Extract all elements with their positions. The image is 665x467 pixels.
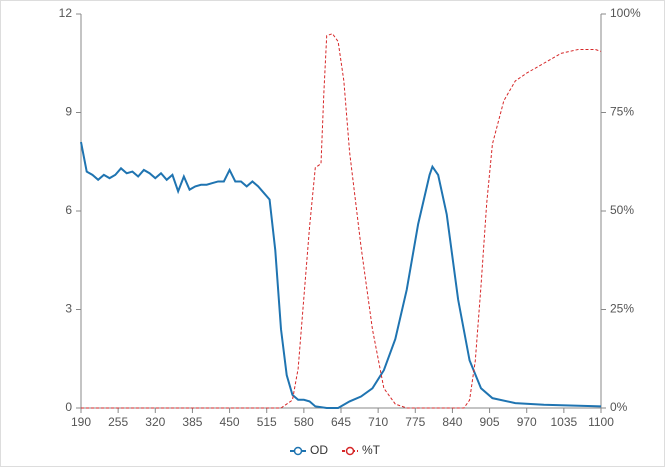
y-tick-label: 9 <box>65 105 72 119</box>
series-line <box>81 33 602 409</box>
y-tick-label: 12 <box>59 6 73 20</box>
x-tick-label: 645 <box>331 415 351 429</box>
y-tick-label: 0 <box>65 400 72 414</box>
series-line <box>80 141 602 409</box>
legend-label: %T <box>362 443 381 457</box>
legend-marker <box>293 446 303 456</box>
y2-tick-label: 100% <box>610 6 641 20</box>
x-tick-label: 255 <box>108 415 128 429</box>
y2-tick-label: 50% <box>610 203 634 217</box>
y-tick-label: 6 <box>65 203 72 217</box>
x-tick-label: 450 <box>220 415 240 429</box>
x-tick-label: 1035 <box>551 415 578 429</box>
x-tick-label: 515 <box>257 415 277 429</box>
legend-marker <box>345 446 355 456</box>
x-tick-label: 775 <box>405 415 425 429</box>
x-tick-label: 320 <box>145 415 165 429</box>
x-tick-label: 905 <box>480 415 500 429</box>
x-tick-label: 190 <box>71 415 91 429</box>
x-tick-label: 970 <box>517 415 537 429</box>
y2-tick-label: 0% <box>610 400 628 414</box>
x-tick-label: 1100 <box>588 415 614 429</box>
x-tick-label: 840 <box>442 415 462 429</box>
y2-tick-label: 75% <box>610 105 634 119</box>
legend: OD %T <box>290 443 381 457</box>
y2-tick-label: 25% <box>610 302 634 316</box>
x-tick-label: 710 <box>368 415 388 429</box>
y-tick-label: 3 <box>65 302 72 316</box>
x-tick-label: 385 <box>182 415 202 429</box>
x-tick-label: 580 <box>294 415 314 429</box>
legend-label: OD <box>310 443 328 457</box>
